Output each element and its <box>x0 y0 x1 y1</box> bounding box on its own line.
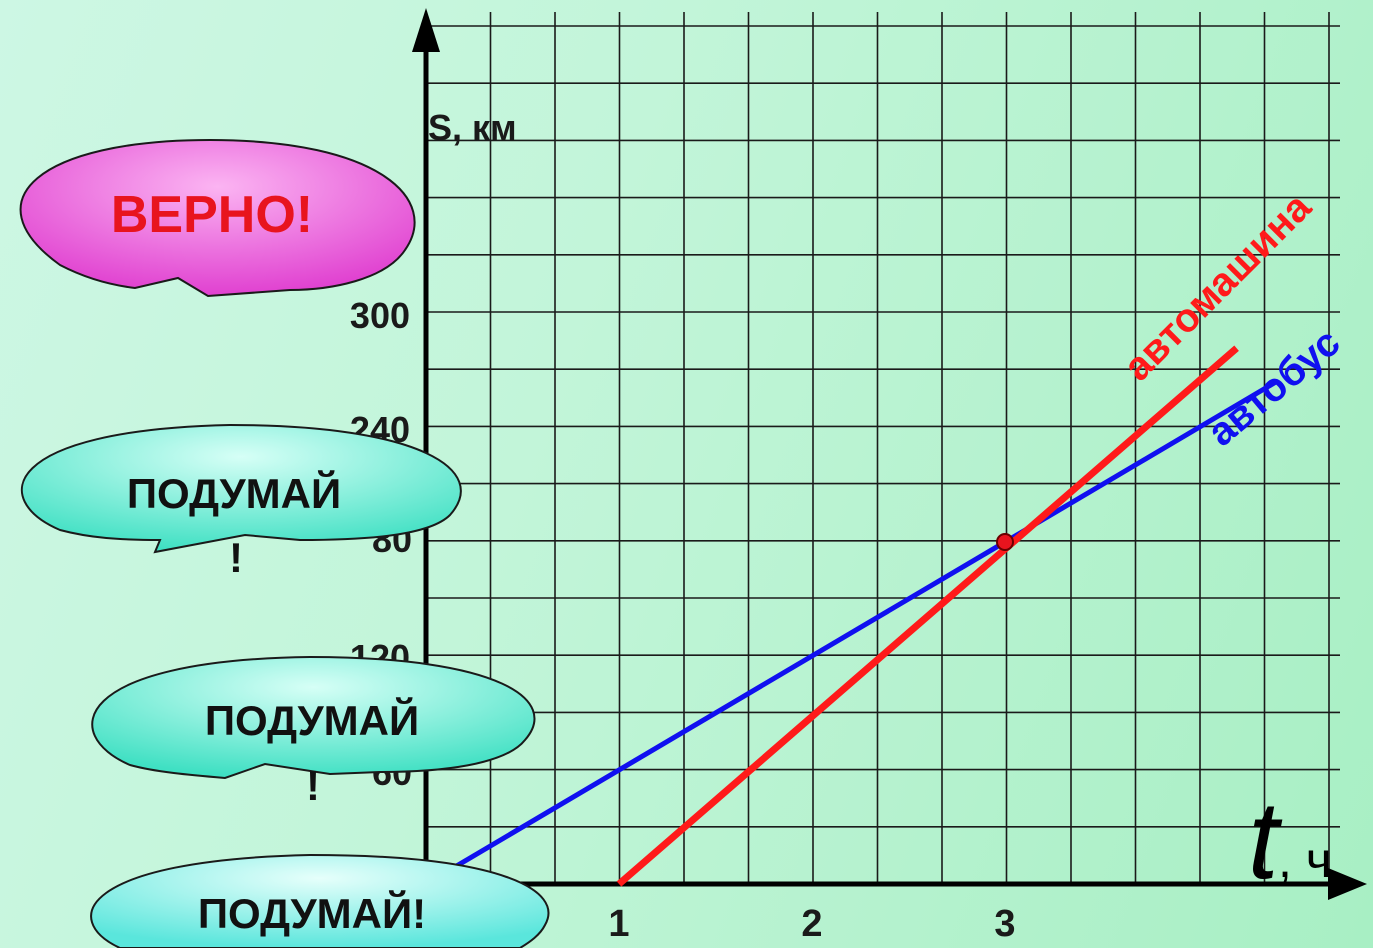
y-axis-label: S, км <box>428 107 517 148</box>
x-tick-labels: 1 2 3 <box>608 903 1015 945</box>
think-callout-2[interactable]: ПОДУМАЙ ! <box>91 655 536 809</box>
series-line-car <box>616 345 1239 887</box>
correct-callout[interactable]: ВЕРНО! <box>19 138 416 298</box>
think-3-text: ПОДУМАЙ! <box>198 889 426 937</box>
series-line-bus <box>424 380 1277 887</box>
think-2-line2: ! <box>306 762 320 809</box>
series-label-bus: автобус <box>1200 320 1349 455</box>
y-tick-label: 300 <box>350 295 410 336</box>
think-1-line1: ПОДУМАЙ <box>127 469 341 517</box>
x-tick-label: 1 <box>608 903 629 945</box>
x-axis-label-t: t <box>1248 779 1283 902</box>
x-axis <box>426 868 1367 900</box>
x-axis-label-unit: , ч <box>1278 832 1332 888</box>
correct-text: ВЕРНО! <box>111 186 313 244</box>
think-1-line2: ! <box>229 534 243 581</box>
think-2-line1: ПОДУМАЙ <box>205 696 419 744</box>
intersection-point <box>996 533 1014 551</box>
think-callout-1[interactable]: ПОДУМАЙ ! <box>20 423 462 581</box>
x-tick-label: 3 <box>994 903 1015 945</box>
think-callout-3[interactable]: ПОДУМАЙ! <box>90 853 550 948</box>
grid <box>426 12 1340 885</box>
x-tick-label: 2 <box>801 903 822 945</box>
